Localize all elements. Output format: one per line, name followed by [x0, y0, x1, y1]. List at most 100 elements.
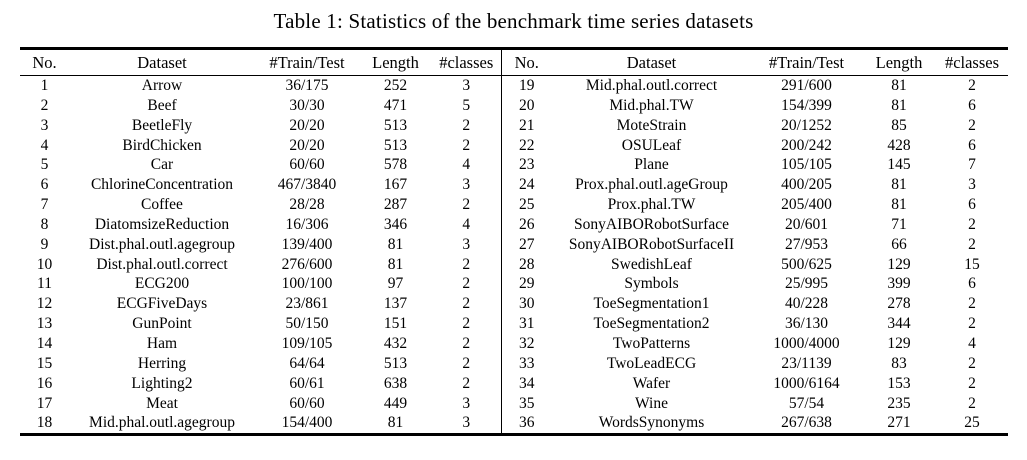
cell-length-right: 71 — [891, 215, 907, 233]
cell-traintest-right: 400/205 — [781, 176, 832, 194]
cell-dataset-right: Plane — [634, 156, 669, 174]
cell-dataset-right: ToeSegmentation1 — [593, 295, 710, 313]
cell-no-left: 3 — [40, 116, 49, 134]
table-row: 11 ECG200 100/100 97 2 29 Symbols 25/995 399 6 — [20, 274, 1008, 295]
table-row: 5 Car 60/60 578 4 23 Plane 105/105 145 7 — [20, 155, 1008, 176]
cell-length-right: 344 — [887, 315, 911, 333]
cell-classes-left: 3 — [431, 413, 502, 435]
cell-length-left: 346 — [383, 215, 408, 233]
table-row: 12 ECGFiveDays 23/861 137 2 30 ToeSegmentation… — [20, 294, 1008, 315]
table-row: 15 Herring 64/64 513 2 33 TwoLeadECG 23/1139 83 2 — [20, 353, 1008, 374]
cell-no-left: 15 — [36, 354, 53, 372]
table-row: 13 GunPoint 50/150 151 2 31 ToeSegmentation2 36… — [20, 314, 1008, 334]
cell-no-right: 26 — [519, 215, 535, 233]
cell-traintest-right: 500/625 — [781, 255, 832, 273]
cell-classes-right: 2 — [968, 354, 976, 372]
cell-length-left: 449 — [383, 394, 408, 412]
cell-traintest-left: 60/61 — [289, 374, 325, 392]
cell-dataset-left: Herring — [137, 354, 187, 372]
cell-traintest-left: 20/20 — [289, 136, 325, 154]
cell-traintest-left: 36/175 — [285, 77, 329, 94]
cell-length-right: 428 — [887, 136, 911, 154]
cell-classes-left: 4 — [431, 155, 502, 176]
cell-no-left: 12 — [36, 295, 53, 313]
cell-no-right: 35 — [519, 394, 535, 412]
table-row: 3 BeetleFly 20/20 513 2 21 MoteStrain 20/1252 85… — [20, 115, 1008, 136]
cell-dataset-right: SonyAIBORobotSurfaceII — [568, 235, 735, 253]
table-row: 16 Lighting2 60/61 638 2 34 Wafer 1000/6164 153 2 — [20, 373, 1008, 394]
cell-traintest-right: 23/1139 — [781, 354, 832, 372]
cell-traintest-left: 60/60 — [289, 394, 325, 412]
table-row: 17 Meat 60/60 449 3 35 Wine 57/54 235 2 — [20, 393, 1008, 414]
cell-dataset-left: BirdChicken — [122, 136, 202, 154]
cell-length-left: 167 — [383, 176, 408, 194]
cell-traintest-right: 205/400 — [781, 196, 832, 214]
cell-dataset-right: Mid.phal.TW — [609, 96, 694, 114]
cell-length-left: 81 — [387, 255, 404, 273]
cell-length-right: 129 — [887, 255, 911, 273]
cell-traintest-right: 105/105 — [781, 156, 832, 174]
cell-classes-right: 2 — [968, 315, 976, 333]
cell-traintest-right: 1000/4000 — [773, 334, 840, 352]
cell-classes-right: 2 — [968, 235, 976, 253]
table-row: 10 Dist.phal.outl.correct 276/600 81 2 28 Swed… — [20, 254, 1008, 275]
cell-dataset-left: Lighting2 — [131, 374, 193, 392]
table-row: 18 Mid.phal.outl.agegroup 154/400 81 3 36 Word… — [20, 413, 1008, 435]
cell-length-right: 278 — [887, 295, 911, 313]
cell-traintest-right: 291/600 — [781, 77, 832, 94]
cell-length-right: 66 — [891, 235, 907, 253]
table-row: 9 Dist.phal.outl.agegroup 139/400 81 3 27 Sony… — [20, 234, 1008, 255]
cell-classes-left: 3 — [431, 175, 502, 196]
cell-no-right: 34 — [519, 374, 535, 392]
cell-classes-right: 2 — [968, 116, 976, 134]
cell-classes-right: 25 — [964, 414, 980, 432]
cell-dataset-left: Mid.phal.outl.agegroup — [89, 414, 235, 432]
cell-classes-left: 2 — [431, 294, 502, 315]
cell-no-right: 33 — [519, 354, 535, 372]
cell-classes-left: 3 — [431, 75, 502, 96]
cell-length-left: 137 — [383, 295, 408, 313]
cell-traintest-right: 1000/6164 — [773, 374, 840, 392]
cell-length-left: 513 — [383, 136, 408, 154]
cell-traintest-right: 154/399 — [781, 96, 832, 114]
cell-dataset-right: Symbols — [624, 275, 679, 293]
cell-length-left: 81 — [387, 235, 404, 253]
cell-traintest-right: 40/228 — [784, 295, 829, 313]
col-header-traintest-right: #Train/Test — [751, 48, 862, 76]
cell-classes-left: 2 — [431, 314, 502, 334]
cell-dataset-left: Meat — [146, 394, 178, 412]
table-row: 1 Arrow 36/175 252 3 19 Mid.phal.outl.correct 2… — [20, 75, 1008, 96]
cell-dataset-right: SwedishLeaf — [611, 255, 692, 273]
col-header-classes-right: #classes — [936, 48, 1008, 76]
cell-no-right: 31 — [519, 315, 535, 333]
cell-traintest-left: 109/105 — [281, 334, 333, 352]
cell-no-left: 17 — [36, 394, 53, 412]
cell-no-right: 22 — [519, 136, 535, 154]
cell-classes-right: 3 — [968, 176, 976, 194]
cell-classes-right: 4 — [968, 334, 976, 352]
cell-no-right: 25 — [519, 196, 535, 214]
cell-length-left: 81 — [387, 414, 404, 432]
cell-length-right: 85 — [891, 116, 907, 134]
cell-classes-left: 2 — [431, 254, 502, 275]
cell-traintest-left: 60/60 — [289, 156, 325, 174]
cell-traintest-left: 28/28 — [289, 196, 325, 214]
cell-length-right: 235 — [887, 394, 911, 412]
cell-traintest-right: 20/1252 — [781, 116, 832, 134]
col-header-traintest-left: #Train/Test — [254, 48, 360, 76]
cell-dataset-left: ECGFiveDays — [116, 295, 208, 313]
cell-no-left: 2 — [40, 96, 49, 114]
cell-dataset-right: SonyAIBORobotSurface — [574, 215, 729, 233]
cell-length-left: 471 — [383, 96, 408, 114]
cell-traintest-right: 267/638 — [781, 414, 832, 432]
cell-dataset-right: OSULeaf — [621, 136, 682, 154]
cell-classes-left: 2 — [431, 274, 502, 295]
table-row: 7 Coffee 28/28 287 2 25 Prox.phal.TW 205/400 81 6 — [20, 195, 1008, 215]
cell-classes-left: 3 — [431, 234, 502, 255]
cell-length-right: 81 — [891, 176, 907, 194]
cell-no-left: 4 — [40, 136, 49, 154]
cell-dataset-left: ECG200 — [134, 275, 190, 293]
cell-length-left: 513 — [383, 354, 408, 372]
cell-no-left: 13 — [36, 315, 53, 333]
cell-no-right: 23 — [519, 156, 535, 174]
